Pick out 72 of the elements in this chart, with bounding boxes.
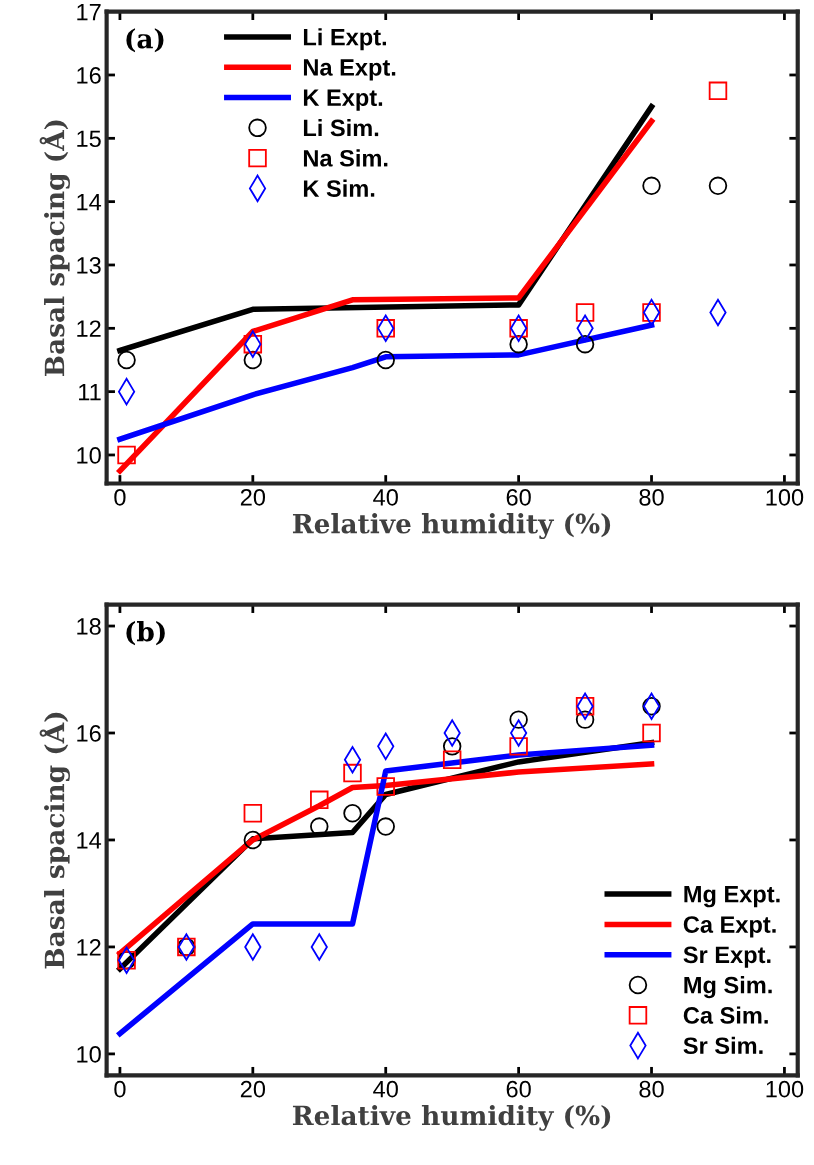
legend-label: Mg Expt. [684,886,780,908]
legend-label: Sr Expt. [683,946,771,968]
y-tick-label: 12 [77,939,101,956]
point [376,350,395,370]
point [376,817,395,836]
point [708,176,728,196]
legend-label: Na Sim. [303,149,388,167]
point [243,830,263,850]
point [575,334,595,354]
x-tick-label: 20 [240,488,266,506]
x-tick-label: 80 [639,1080,664,1098]
point [642,303,661,322]
y-axis-title: Basal spacing (Å) [39,120,70,376]
point [575,303,595,322]
point [575,697,595,716]
y-axis-title: Basal spacing (Å) [39,712,70,969]
point [442,737,462,756]
point [642,723,661,743]
point [509,319,528,338]
x-axis-title: Relative humidity (%) [292,1104,611,1131]
point [575,710,595,729]
point [343,803,362,823]
legend-label: K Sim. [303,179,375,197]
annotation: (a) [126,28,164,53]
x-tick-label: 100 [766,1080,804,1098]
point [642,176,661,196]
y-tick-label: 15 [77,130,101,148]
x-tick-label: 40 [373,1080,398,1098]
point [310,790,329,810]
point [509,710,528,729]
legend-label: Ca Sim. [683,1006,768,1024]
point [376,777,395,796]
x-tick-label: 100 [766,488,804,506]
x-tick-label: 60 [506,1080,531,1098]
point [509,737,528,756]
point [243,803,263,823]
x-tick-label: 0 [114,488,126,506]
legend-label: Li Sim. [303,119,379,137]
point [642,697,661,716]
point [509,334,528,354]
point [243,350,263,370]
y-tick-label: 11 [79,383,101,401]
x-tick-label: 60 [506,488,531,506]
y-tick-label: 14 [77,832,102,849]
point [376,319,395,338]
x-axis-title: Relative humidity (%) [292,513,611,540]
legend-label: Li Expt. [303,28,387,51]
point [117,350,136,370]
legend-label: Na Expt. [303,59,396,81]
x-tick-label: 40 [373,488,398,506]
legend-label: Ca Expt. [683,916,776,938]
y-tick-label: 16 [77,67,101,84]
point [243,334,263,354]
point [117,445,136,465]
y-tick-label: 14 [77,193,102,211]
point [708,81,728,101]
legend-label: Mg Sim. [684,976,772,999]
y-tick-label: 10 [77,447,101,464]
point [343,763,362,783]
x-tick-label: 0 [114,1080,126,1098]
x-tick-label: 80 [639,488,664,506]
y-tick-label: 18 [77,618,101,635]
y-tick-label: 17 [77,3,101,21]
legend-label: K Expt. [303,89,383,111]
y-tick-label: 13 [77,257,101,274]
annotation: (b) [126,621,165,646]
y-tick-label: 12 [77,320,101,337]
point [442,750,462,769]
y-tick-label: 16 [77,725,101,742]
x-tick-label: 20 [240,1080,266,1098]
y-tick-label: 10 [77,1045,101,1063]
legend-label: Sr Sim. [683,1036,763,1055]
